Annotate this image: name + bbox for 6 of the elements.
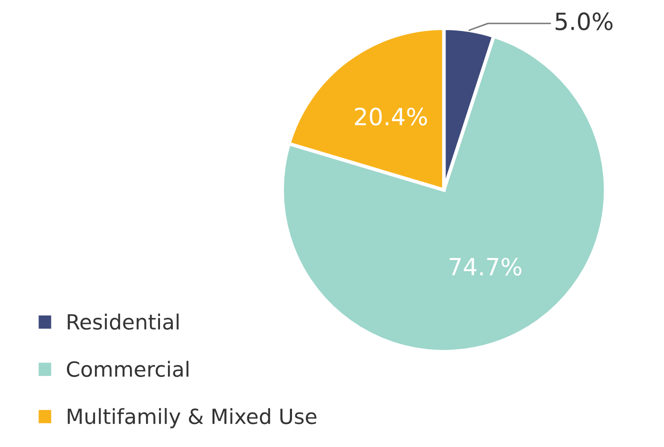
data-label: 20.4% bbox=[354, 108, 427, 126]
legend-label: Commercial bbox=[66, 360, 188, 377]
legend-label: Multifamily & Mixed Use bbox=[68, 408, 316, 428]
data-label: 74.7% bbox=[450, 258, 522, 276]
data-label: 5.0% bbox=[556, 12, 613, 30]
legend-label: Residential bbox=[68, 314, 179, 330]
